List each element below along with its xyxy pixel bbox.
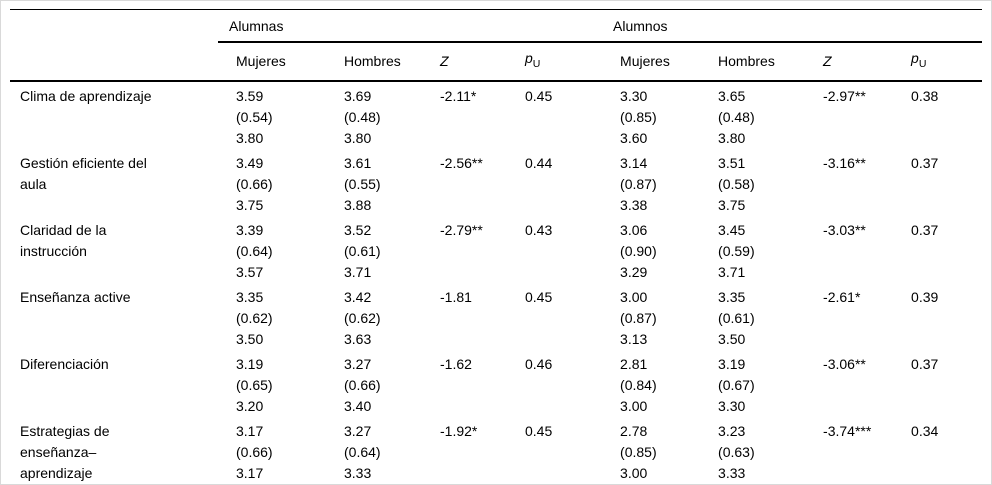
cell: -2.11* [440, 87, 477, 104]
cell: 3.42 (0.62) 3.63 [344, 288, 381, 347]
cell: 2.81 (0.84) 3.00 [620, 355, 657, 414]
table-row: Claridad de la instrucción 3.39 (0.64) 3… [10, 216, 982, 283]
cell: 3.06 (0.90) 3.29 [620, 221, 657, 280]
group-header-alumnos: Alumnos [602, 9, 983, 43]
cell: 0.43 [525, 221, 553, 238]
cell: 3.27 (0.64) 3.33 [344, 422, 381, 481]
cell: 0.46 [525, 355, 553, 372]
cell: 0.37 [911, 154, 939, 171]
cell: 3.45 (0.59) 3.71 [718, 221, 755, 280]
cell: -1.62 [440, 355, 472, 372]
cell: 3.61 (0.55) 3.88 [344, 154, 381, 213]
cell: -3.06** [823, 355, 866, 372]
cell: 3.49 (0.66) 3.75 [236, 154, 273, 213]
cell: -2.61* [823, 288, 861, 305]
cell: 3.14 (0.87) 3.38 [620, 154, 657, 213]
cell: 3.00 (0.87) 3.13 [620, 288, 657, 347]
cell: 3.52 (0.61) 3.71 [344, 221, 381, 280]
cell: 0.39 [911, 288, 939, 305]
cell: 3.30 (0.85) 3.60 [620, 87, 657, 146]
row-label: Clima de aprendizaje [20, 87, 152, 104]
table-row: Clima de aprendizaje 3.59 (0.54) 3.80 3.… [10, 81, 982, 149]
cell: 3.35 (0.62) 3.50 [236, 288, 273, 347]
corner-cell [10, 10, 218, 43]
group-header-row: Alumnas Alumnos [10, 9, 983, 43]
cell: -2.56** [440, 154, 483, 171]
column-header-z-alumnos: Z [805, 42, 894, 82]
group-header-alumnas: Alumnas [218, 9, 603, 43]
cell: 2.78 (0.85) 3.00 [620, 422, 657, 481]
cell: 0.37 [911, 221, 939, 238]
column-header-z-alumnas: Z [422, 42, 507, 82]
cell: -3.74*** [823, 422, 872, 439]
row-label: Diferenciación [20, 355, 109, 372]
cell: 3.51 (0.58) 3.75 [718, 154, 755, 213]
table-row: Estrategias de enseñanza– aprendizaje 3.… [10, 417, 982, 484]
row-label: Estrategias de enseñanza– aprendizaje [20, 422, 110, 481]
column-header-pu-alumnas: pU [507, 42, 603, 82]
cell: -2.79** [440, 221, 483, 238]
cell: 0.45 [525, 87, 553, 104]
row-label: Claridad de la instrucción [20, 221, 107, 259]
cell: 3.69 (0.48) 3.80 [344, 87, 381, 146]
cell: 3.17 (0.66) 3.17 [236, 422, 273, 481]
column-header-hombres-alumnos: Hombres [700, 42, 806, 82]
cell: 3.19 (0.67) 3.30 [718, 355, 755, 414]
group-header-label: Alumnas [229, 18, 284, 34]
table-row: Gestión eficiente del aula 3.49 (0.66) 3… [10, 149, 982, 216]
cell: 3.23 (0.63) 3.33 [718, 422, 755, 481]
table-row: Diferenciación 3.19 (0.65) 3.20 3.27 (0.… [10, 350, 982, 417]
cell: -3.03** [823, 221, 866, 238]
cell: 0.38 [911, 87, 939, 104]
cell: -2.97** [823, 87, 866, 104]
table-row: Enseñanza active 3.35 (0.62) 3.50 3.42 (… [10, 283, 982, 350]
column-header-mujeres-alumnos: Mujeres [602, 42, 701, 82]
row-label: Enseñanza active [20, 288, 131, 305]
corner-cell [10, 42, 218, 82]
cell: 3.27 (0.66) 3.40 [344, 355, 381, 414]
cell: -3.16** [823, 154, 866, 171]
column-header-mujeres-alumnas: Mujeres [218, 42, 326, 82]
cell: 3.35 (0.61) 3.50 [718, 288, 755, 347]
cell: 3.39 (0.64) 3.57 [236, 221, 273, 280]
results-table: Alumnas Alumnos Mujeres Hombres Z pU Muj… [10, 9, 983, 484]
cell: 0.37 [911, 355, 939, 372]
cell: 0.45 [525, 288, 553, 305]
cell: 3.19 (0.65) 3.20 [236, 355, 273, 414]
column-header-pu-alumnos: pU [893, 42, 983, 82]
cell: -1.92* [440, 422, 478, 439]
cell: 3.65 (0.48) 3.80 [718, 87, 755, 146]
cell: 0.45 [525, 422, 553, 439]
cell: 3.59 (0.54) 3.80 [236, 87, 273, 146]
group-header-label: Alumnos [613, 18, 668, 34]
cell: 0.44 [525, 154, 553, 171]
row-label: Gestión eficiente del aula [20, 154, 147, 192]
cell: -1.81 [440, 288, 472, 305]
column-header-hombres-alumnas: Hombres [326, 42, 422, 82]
column-header-row: Mujeres Hombres Z pU Mujeres Hombres Z p… [10, 42, 983, 82]
cell: 0.34 [911, 422, 939, 439]
